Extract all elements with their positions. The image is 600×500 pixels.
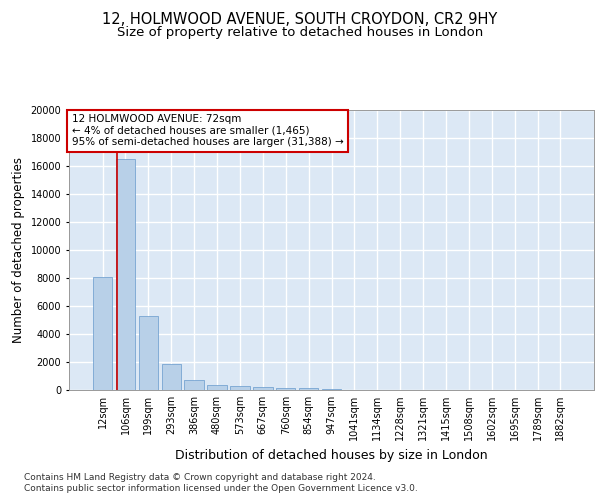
Text: Size of property relative to detached houses in London: Size of property relative to detached ho…	[117, 26, 483, 39]
Bar	[161, 364, 181, 390]
Text: Contains HM Land Registry data © Crown copyright and database right 2024.: Contains HM Land Registry data © Crown c…	[24, 472, 376, 482]
Bar	[253, 387, 272, 390]
Text: 12 HOLMWOOD AVENUE: 72sqm
← 4% of detached houses are smaller (1,465)
95% of sem: 12 HOLMWOOD AVENUE: 72sqm ← 4% of detach…	[71, 114, 343, 148]
Bar	[139, 316, 158, 390]
Bar	[93, 276, 112, 390]
Bar	[299, 388, 319, 390]
Y-axis label: Number of detached properties: Number of detached properties	[12, 157, 25, 343]
Bar	[208, 385, 227, 390]
Text: 12, HOLMWOOD AVENUE, SOUTH CROYDON, CR2 9HY: 12, HOLMWOOD AVENUE, SOUTH CROYDON, CR2 …	[103, 12, 497, 28]
Bar	[276, 388, 295, 390]
Bar	[230, 386, 250, 390]
X-axis label: Distribution of detached houses by size in London: Distribution of detached houses by size …	[175, 448, 488, 462]
Text: Contains public sector information licensed under the Open Government Licence v3: Contains public sector information licen…	[24, 484, 418, 493]
Bar	[116, 159, 135, 390]
Bar	[184, 380, 204, 390]
